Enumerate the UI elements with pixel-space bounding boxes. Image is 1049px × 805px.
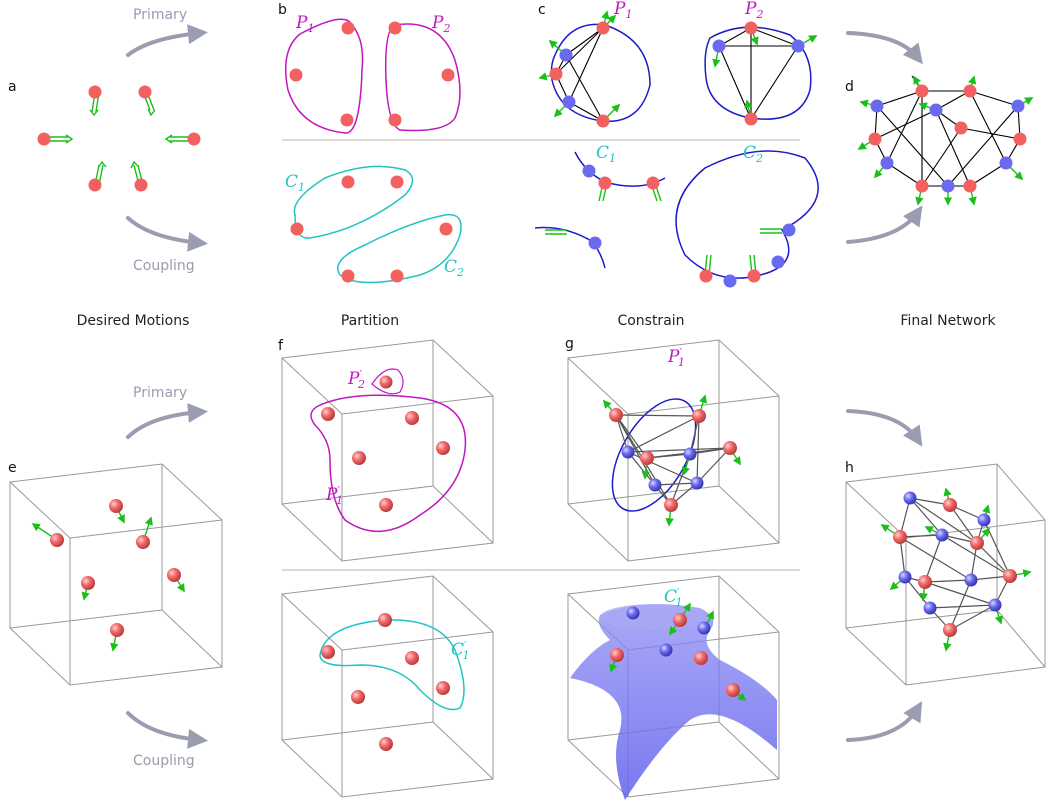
set-label-p2: P2 <box>431 13 450 35</box>
panel-label-c: c <box>538 2 546 18</box>
panel-label-b: b <box>278 2 287 18</box>
column-title-desired: Desired Motions <box>77 313 190 329</box>
column-title-final: Final Network <box>900 313 996 329</box>
panel-e-desired-motions-3d <box>31 499 185 652</box>
panel-label-a: a <box>8 79 17 95</box>
flow-arrows <box>126 24 923 749</box>
constraint-surface <box>570 604 777 800</box>
panel-g-constrain-3d-primary: P′ 1 <box>602 346 741 527</box>
panel-label-e: e <box>8 460 17 476</box>
flow-label-primary-3d: Primary <box>133 385 187 401</box>
panel-c-constrain-2d: P1 P2 C1 C2 <box>534 0 819 288</box>
set-label-p1: P1 <box>295 13 314 35</box>
separators <box>282 139 800 571</box>
column-title-constrain: Constrain <box>617 313 684 329</box>
set-label-p1-prime: P′ 1 <box>325 484 343 507</box>
panel-label-h: h <box>845 460 854 476</box>
constrain-label-p2: P2 <box>744 0 763 21</box>
constrain-label-p1: P1 <box>613 0 632 21</box>
set-label-c2: C2 <box>444 257 464 279</box>
panel-h-final-network-3d <box>880 487 1032 652</box>
panel-f-partition-3d: P′ 2 P′ 1 C′ 1 <box>310 368 470 751</box>
column-title-partition: Partition <box>341 313 399 329</box>
panel-g-constrain-3d-coupling: C′ 1 <box>570 586 777 800</box>
constrain-label-c1: C1 <box>596 143 616 165</box>
set-label-c1: C1 <box>285 172 305 194</box>
constrain-label-c2: C2 <box>743 143 763 165</box>
constrain-label-p1-prime: P′ 1 <box>667 346 685 369</box>
set-label-p2-prime: P′ 2 <box>347 368 365 391</box>
panel-label-g: g <box>565 336 574 352</box>
boxes-3d <box>9 339 1046 798</box>
panel-label-f: f <box>278 338 284 354</box>
panel-b-partition-2d: P1 P2 C1 C2 <box>285 13 464 284</box>
panel-a-desired-motions-2d <box>37 85 201 192</box>
panel-d-final-network-2d <box>857 75 1034 206</box>
set-label-c1-prime: C′ 1 <box>451 639 470 662</box>
flow-label-coupling-3d: Coupling <box>133 753 195 769</box>
constrain-label-c1-prime: C′ 1 <box>664 586 683 609</box>
panel-label-d: d <box>845 79 854 95</box>
flow-label-coupling-2d: Coupling <box>133 258 195 274</box>
flow-label-primary-2d: Primary <box>133 7 187 23</box>
